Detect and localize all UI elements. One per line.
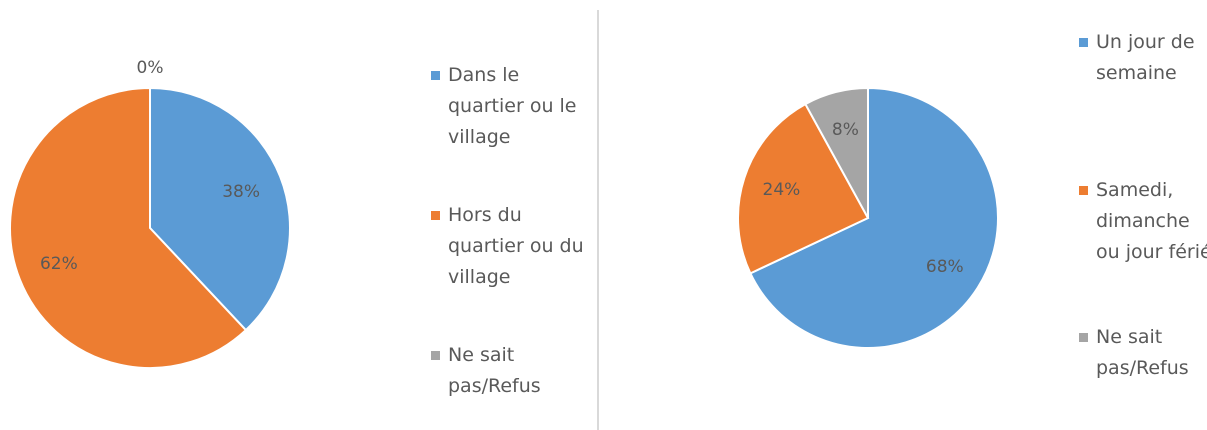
legend-label: Ne sait pas/Refus <box>1096 326 1189 379</box>
legend-label: Ne sait pas/Refus <box>448 344 541 397</box>
legend-swatch <box>431 211 440 220</box>
legend-swatch <box>431 71 440 80</box>
pie-slice <box>749 86 999 349</box>
legend-label: Samedi, dimanche ou jour férié <box>1096 179 1207 263</box>
data-label: 68% <box>926 257 964 277</box>
legend-label: Dans le quartier ou le village <box>448 64 577 148</box>
legend-swatch <box>1079 186 1088 195</box>
data-label: 0% <box>137 58 164 78</box>
data-label: 62% <box>40 254 78 274</box>
pie-slice <box>149 86 291 332</box>
data-label: 24% <box>763 180 801 200</box>
legend-swatch <box>1079 38 1088 47</box>
legend-label: Hors du quartier ou du village <box>448 204 584 288</box>
legend-item: Un jour de semaine <box>1076 27 1207 89</box>
legend-label: Un jour de semaine <box>1096 31 1195 84</box>
pie-slice <box>737 102 870 275</box>
legend-item: Ne sait pas/Refus <box>1076 322 1207 384</box>
legend-swatch <box>431 351 440 360</box>
pie-slice <box>804 86 869 219</box>
data-label: 8% <box>832 120 859 140</box>
legend-swatch <box>1079 333 1088 342</box>
legend-item: Samedi, dimanche ou jour férié <box>1076 175 1207 268</box>
data-label: 38% <box>222 182 260 202</box>
pie-slice <box>9 86 248 369</box>
legend-item: Ne sait pas/Refus <box>428 340 588 402</box>
legend-item: Hors du quartier ou du village <box>428 200 588 293</box>
legend-item: Dans le quartier ou le village <box>428 60 588 153</box>
